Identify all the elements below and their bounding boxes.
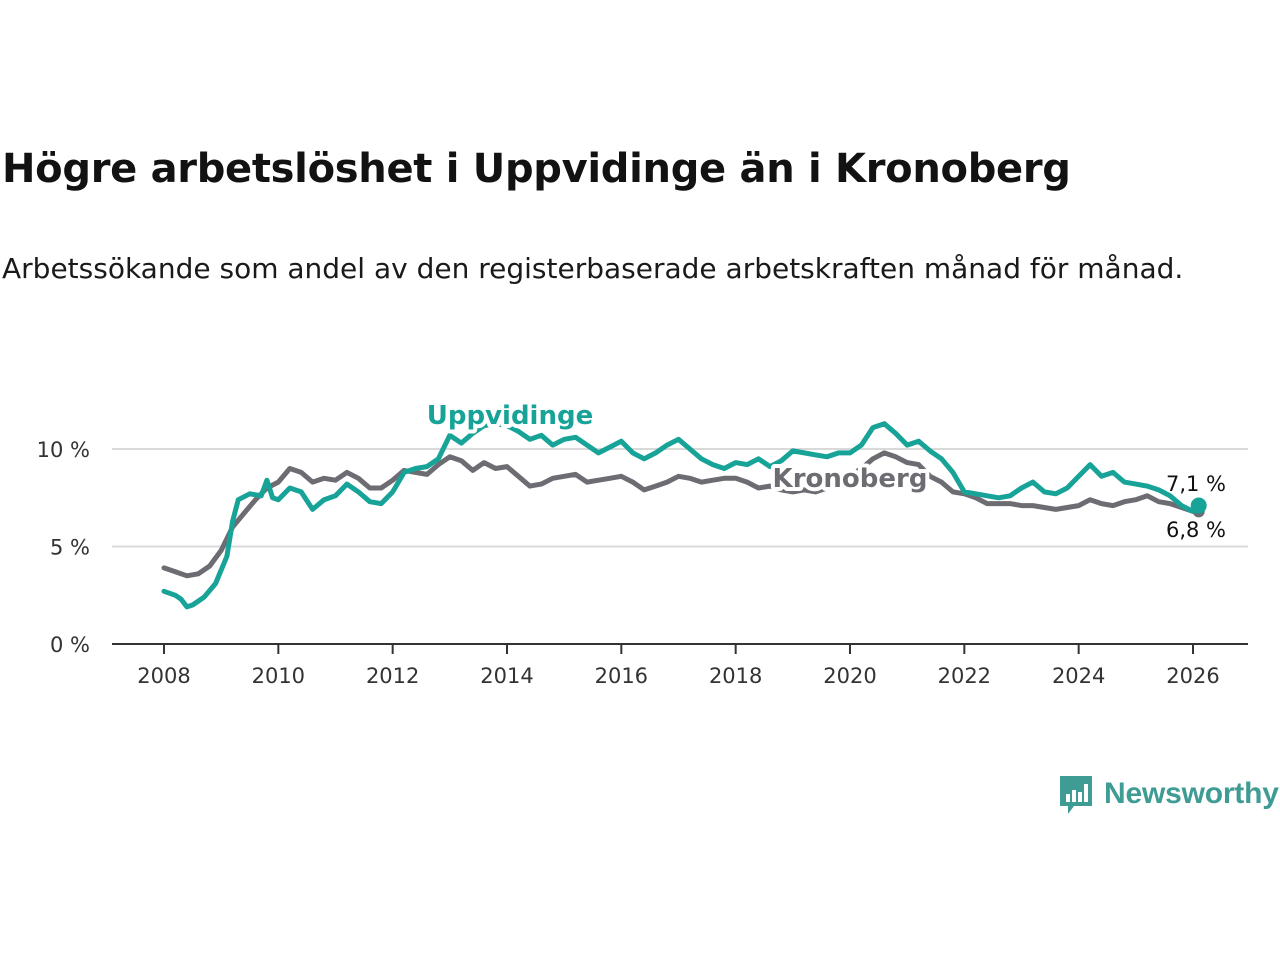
series-label-kronoberg: Kronoberg <box>773 464 928 494</box>
series-label-uppvidinge: Uppvidinge <box>427 401 593 431</box>
x-tick-label-2018: 2018 <box>709 664 762 688</box>
series-lines <box>161 421 1207 610</box>
x-axis: 2008 2010 2012 2014 2016 2018 2020 2022 2024 2026 <box>112 643 1248 688</box>
y-tick-label-10: 10 % <box>37 438 90 462</box>
end-value-label-kronoberg: 6,8 % <box>1166 518 1226 542</box>
chart-title: Högre arbetslöshet i Uppvidinge än i Kro… <box>2 146 1071 192</box>
end-marker-uppvidinge <box>1190 497 1207 514</box>
x-tick-label-2022: 2022 <box>938 664 991 688</box>
x-tick-label-2026: 2026 <box>1166 664 1219 688</box>
x-tick-label-2014: 2014 <box>480 664 533 688</box>
x-tick-label-2010: 2010 <box>252 664 305 688</box>
x-tick-label-2012: 2012 <box>366 664 419 688</box>
series-line-kronoberg <box>161 450 1202 579</box>
end-value-label-uppvidinge: 7,1 % <box>1166 472 1226 496</box>
x-tick-label-2016: 2016 <box>595 664 648 688</box>
brand-name: Newsworthy <box>1104 777 1279 810</box>
y-axis-ticks: 0 % 5 % 10 % <box>37 438 90 657</box>
x-tick-label-2020: 2020 <box>823 664 876 688</box>
gridlines <box>112 448 1248 548</box>
series-labels: Uppvidinge Kronoberg 7,1 % 6,8 % <box>423 397 1226 542</box>
brand-logo[interactable]: Newsworthy <box>1058 772 1279 816</box>
y-tick-label-0: 0 % <box>50 633 90 657</box>
newsworthy-logo-icon <box>1060 776 1092 814</box>
x-tick-label-2024: 2024 <box>1052 664 1105 688</box>
series-line-uppvidinge <box>161 421 1202 610</box>
y-tick-label-5: 5 % <box>50 536 90 560</box>
x-tick-label-2008: 2008 <box>137 664 190 688</box>
line-chart: 0 %5 %10 % 2008 2010 2012 2014 2016 2018 2020 2… <box>37 397 1248 688</box>
chart-subtitle: Arbetssökande som andel av den registerb… <box>2 252 1184 285</box>
